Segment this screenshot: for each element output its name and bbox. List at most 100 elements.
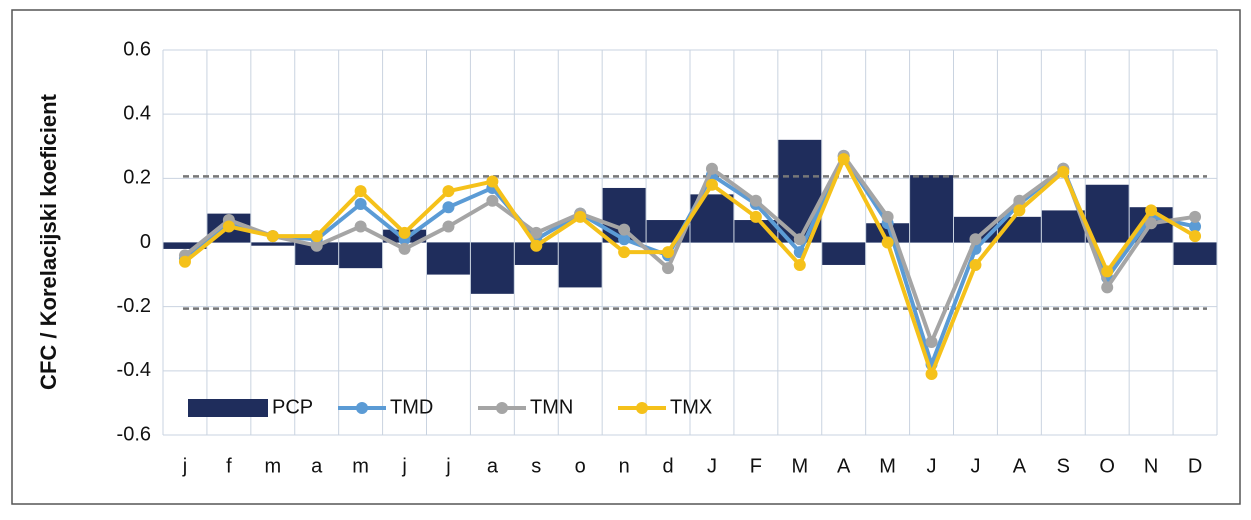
marker: [442, 185, 455, 198]
bar: [295, 242, 339, 265]
legend-label: TMN: [530, 396, 573, 418]
x-tick-label: s: [531, 455, 541, 477]
x-tick-label: j: [182, 455, 187, 477]
marker: [398, 226, 411, 239]
x-tick-label: A: [837, 455, 851, 477]
marker: [618, 246, 631, 259]
legend-symbol: [356, 402, 368, 414]
marker: [530, 226, 543, 239]
marker: [749, 194, 762, 207]
marker: [398, 242, 411, 255]
y-tick-label: 0.6: [123, 38, 151, 60]
marker: [618, 223, 631, 236]
y-tick-label: 0: [140, 231, 151, 253]
marker: [618, 233, 631, 246]
legend-symbol: [636, 402, 648, 414]
marker: [837, 153, 850, 166]
line: [183, 157, 1197, 377]
bar: [427, 242, 470, 275]
marker: [442, 220, 455, 233]
bar: [1085, 184, 1129, 243]
bar: [822, 242, 866, 265]
bar: [339, 242, 383, 269]
marker: [1101, 281, 1114, 294]
bar: [558, 242, 602, 288]
y-tick-label: -0.2: [117, 295, 151, 317]
marker: [881, 210, 894, 223]
marker: [442, 201, 455, 214]
x-tick-label: J: [970, 455, 980, 477]
x-tick-label: J: [927, 455, 937, 477]
marker: [1013, 204, 1026, 217]
marker: [749, 210, 762, 223]
x-tick-label: o: [575, 455, 586, 477]
x-tick-label: M: [791, 455, 808, 477]
marker: [925, 368, 938, 381]
marker: [1189, 210, 1202, 223]
marker: [486, 194, 499, 207]
x-tick-label: M: [879, 455, 896, 477]
marker: [354, 198, 367, 210]
bar: [163, 242, 207, 249]
marker: [793, 233, 806, 246]
legend-symbol: [188, 399, 268, 417]
marker: [705, 178, 718, 191]
marker: [310, 239, 323, 252]
marker: [266, 230, 279, 243]
marker: [662, 262, 675, 275]
marker: [1189, 220, 1202, 233]
y-tick-label: -0.4: [117, 359, 151, 381]
x-tick-label: j: [445, 455, 450, 477]
x-tick-label: a: [311, 455, 323, 477]
bar: [514, 242, 558, 265]
marker: [1189, 230, 1202, 243]
bar: [910, 175, 953, 243]
x-tick-label: J: [707, 455, 717, 477]
y-axis-label: CFC / Korelacijski koeficient: [36, 93, 61, 390]
y-tick-label: 0.4: [123, 102, 151, 124]
marker: [222, 220, 235, 233]
x-tick-label: f: [226, 455, 232, 477]
marker: [662, 246, 675, 259]
x-tick-label: D: [1188, 455, 1202, 477]
x-tick-label: F: [750, 455, 762, 477]
legend-label: PCP: [272, 396, 313, 418]
bar: [470, 242, 514, 294]
marker: [354, 220, 367, 233]
marker: [969, 233, 982, 246]
x-tick-label: a: [487, 455, 499, 477]
marker: [530, 239, 543, 252]
x-tick-label: N: [1144, 455, 1158, 477]
marker: [925, 335, 938, 348]
marker: [1057, 165, 1070, 178]
marker: [969, 258, 982, 271]
x-tick-label: j: [401, 455, 406, 477]
x-tick-label: n: [619, 455, 630, 477]
marker: [354, 185, 367, 198]
legend-label: TMX: [670, 396, 712, 418]
x-tick-label: O: [1099, 455, 1115, 477]
marker: [881, 236, 894, 249]
x-tick-label: d: [662, 455, 673, 477]
y-tick-label: -0.6: [117, 423, 151, 445]
marker: [705, 162, 718, 175]
y-tick-label: 0.2: [123, 167, 151, 189]
x-tick-label: m: [352, 455, 369, 477]
bar: [251, 242, 295, 246]
legend-label: TMD: [390, 396, 433, 418]
x-tick-label: S: [1057, 455, 1070, 477]
marker: [1013, 194, 1026, 207]
marker: [486, 175, 499, 188]
marker: [1145, 204, 1158, 217]
marker: [793, 258, 806, 271]
marker: [1101, 265, 1114, 278]
marker: [1145, 217, 1158, 230]
x-tick-label: m: [264, 455, 281, 477]
x-tick-label: A: [1013, 455, 1027, 477]
bar: [866, 223, 910, 243]
legend-symbol: [496, 402, 508, 414]
bar: [1041, 210, 1085, 243]
marker: [310, 230, 323, 243]
marker: [178, 255, 191, 268]
